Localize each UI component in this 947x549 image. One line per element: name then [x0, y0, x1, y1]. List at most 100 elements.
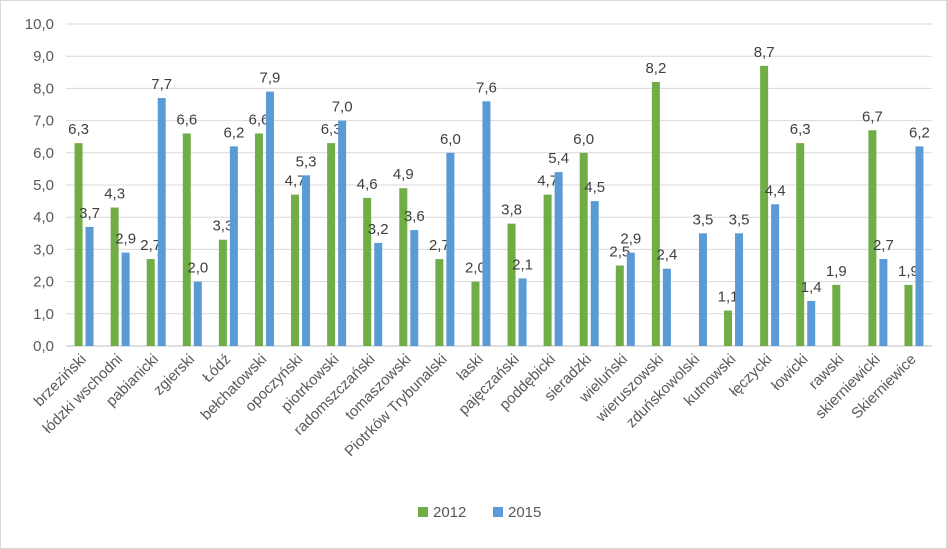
bar-2015 [879, 259, 888, 346]
bar-2012 [182, 133, 191, 346]
y-tick-label: 5,0 [33, 177, 54, 194]
y-tick-label: 10,0 [25, 16, 54, 33]
bar-2012 [724, 310, 733, 346]
bar-2015 [482, 101, 491, 346]
data-label-2012: 6,6 [176, 111, 197, 128]
bar-2015 [698, 233, 707, 346]
bar-2012 [435, 259, 444, 346]
y-tick-label: 3,0 [33, 241, 54, 258]
data-label-2012: 2,7 [140, 237, 161, 254]
bar-2015 [662, 268, 671, 346]
bar-2012 [615, 265, 624, 346]
bar-2015 [302, 175, 311, 346]
data-label-2015: 1,4 [801, 279, 822, 296]
data-label-2012: 6,0 [573, 131, 594, 148]
bar-2012 [218, 239, 227, 346]
data-label-2012: 6,6 [249, 111, 270, 128]
bar-2012 [579, 152, 588, 346]
bar-2012 [254, 133, 263, 346]
data-label-2012: 6,3 [321, 121, 342, 138]
y-tick-label: 8,0 [33, 80, 54, 97]
data-label-2015: 2,4 [656, 247, 677, 264]
data-label-2012: 4,7 [537, 173, 558, 190]
data-label-2012: 1,1 [718, 289, 739, 306]
bar-2012 [543, 194, 552, 346]
bar-2012 [363, 197, 372, 346]
data-label-2012: 1,9 [826, 263, 847, 280]
data-label-2015: 7,0 [332, 99, 353, 116]
y-tick-label: 9,0 [33, 48, 54, 65]
bar-2015 [915, 146, 924, 346]
data-label-2012: 4,6 [357, 176, 378, 193]
bar-2012 [399, 188, 408, 346]
bar-2012 [146, 259, 155, 346]
data-label-2015: 6,2 [223, 124, 244, 141]
bar-2015 [410, 230, 419, 346]
data-label-2015: 6,2 [909, 124, 930, 141]
data-label-2015: 2,9 [620, 231, 641, 248]
data-label-2015: 2,7 [873, 237, 894, 254]
bar-2015 [85, 226, 94, 346]
bar-2015 [338, 120, 347, 346]
bar-2015 [446, 152, 455, 346]
data-label-2015: 5,3 [296, 153, 317, 170]
y-tick-label: 7,0 [33, 113, 54, 130]
data-label-2015: 5,4 [548, 150, 569, 167]
data-label-2012: 6,3 [790, 121, 811, 138]
bar-2015 [193, 281, 202, 346]
data-label-2012: 8,7 [754, 44, 775, 61]
data-label-2015: 2,1 [512, 256, 533, 273]
data-label-2015: 7,6 [476, 79, 497, 96]
y-tick-label: 4,0 [33, 209, 54, 226]
legend-swatch-2012 [418, 507, 428, 517]
data-label-2012: 4,9 [393, 166, 414, 183]
y-tick-label: 0,0 [33, 338, 54, 355]
data-label-2012: 6,3 [68, 121, 89, 138]
bar-2015 [590, 201, 599, 346]
data-label-2015: 3,7 [79, 205, 100, 222]
bar-2012 [110, 207, 119, 346]
y-tick-label: 1,0 [33, 306, 54, 323]
data-label-2012: 2,7 [429, 237, 450, 254]
data-label-2015: 3,2 [368, 221, 389, 238]
bar-2012 [904, 284, 913, 346]
bar-2015 [374, 242, 383, 346]
data-label-2015: 2,9 [115, 231, 136, 248]
data-label-2012: 3,3 [212, 218, 233, 235]
bar-2015 [229, 146, 238, 346]
x-tick-label: łowicki [768, 351, 811, 394]
data-label-2015: 3,6 [404, 208, 425, 225]
bar-2015 [735, 233, 744, 346]
bar-2015 [265, 91, 274, 347]
data-label-2012: 4,7 [285, 173, 306, 190]
data-label-2012: 3,8 [501, 202, 522, 219]
bar-2012 [291, 194, 300, 346]
bar-2015 [626, 252, 635, 346]
data-label-2015: 3,5 [729, 211, 750, 228]
bar-2015 [518, 278, 527, 346]
legend-swatch-2015 [493, 507, 503, 517]
data-label-2012: 1,9 [898, 263, 919, 280]
bar-2015 [121, 252, 130, 346]
data-label-2015: 7,9 [260, 70, 281, 87]
bar-2012 [471, 281, 480, 346]
data-label-2012: 6,7 [862, 108, 883, 125]
bar-2012 [507, 223, 516, 346]
legend-label: 2015 [508, 504, 541, 521]
x-tick-label: zgierski [150, 351, 198, 399]
y-tick-label: 2,0 [33, 274, 54, 291]
legend-label: 2012 [433, 504, 466, 521]
bar-2012 [868, 130, 877, 346]
bar-2015 [157, 98, 166, 346]
data-label-2015: 4,5 [584, 179, 605, 196]
data-label-2015: 7,7 [151, 76, 172, 93]
bar-2012 [651, 81, 660, 347]
bar-2012 [74, 143, 83, 346]
bar-2015 [554, 172, 563, 346]
bar-2012 [796, 143, 805, 346]
data-label-2012: 2,5 [609, 244, 630, 261]
data-label-2012: 2,0 [465, 260, 486, 277]
bar-2015 [771, 204, 780, 346]
bar-2012 [760, 65, 769, 347]
